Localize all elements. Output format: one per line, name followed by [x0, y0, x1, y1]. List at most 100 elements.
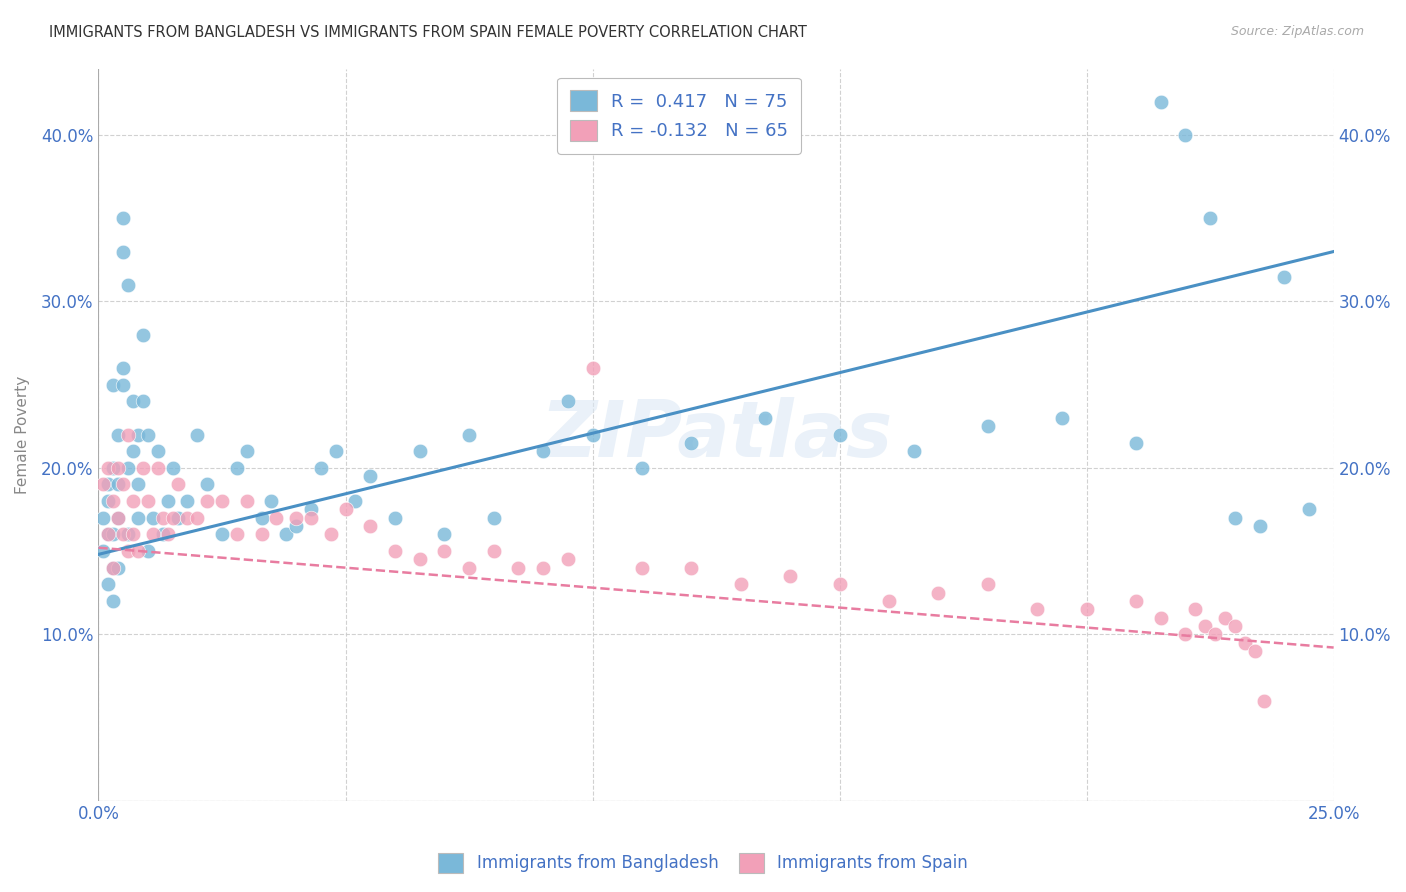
Point	[162, 460, 184, 475]
Point	[1026, 602, 1049, 616]
Point	[250, 510, 273, 524]
Point	[285, 519, 308, 533]
Point	[195, 494, 218, 508]
Point	[276, 527, 298, 541]
Point	[97, 527, 120, 541]
Point	[152, 527, 174, 541]
Point	[1272, 269, 1295, 284]
Point	[97, 577, 120, 591]
Point	[508, 560, 530, 574]
Point	[156, 527, 179, 541]
Point	[142, 527, 165, 541]
Point	[146, 460, 169, 475]
Point	[97, 477, 120, 491]
Point	[225, 527, 247, 541]
Point	[103, 460, 125, 475]
Point	[260, 494, 283, 508]
Point	[458, 560, 481, 574]
Point	[557, 394, 579, 409]
Point	[132, 327, 155, 342]
Point	[235, 444, 257, 458]
Point	[127, 427, 149, 442]
Point	[211, 527, 233, 541]
Point	[1253, 694, 1275, 708]
Point	[103, 377, 125, 392]
Point	[97, 460, 120, 475]
Point	[176, 510, 198, 524]
Point	[112, 244, 135, 259]
Point	[195, 477, 218, 491]
Point	[1125, 436, 1147, 450]
Point	[112, 211, 135, 226]
Point	[107, 427, 129, 442]
Point	[1050, 411, 1073, 425]
Point	[103, 494, 125, 508]
Point	[117, 427, 139, 442]
Point	[152, 510, 174, 524]
Point	[631, 560, 654, 574]
Point	[107, 460, 129, 475]
Point	[359, 469, 381, 483]
Point	[107, 510, 129, 524]
Point	[631, 460, 654, 475]
Point	[93, 477, 115, 491]
Point	[166, 477, 188, 491]
Legend: R =  0.417   N = 75, R = -0.132   N = 65: R = 0.417 N = 75, R = -0.132 N = 65	[557, 78, 801, 153]
Point	[136, 494, 159, 508]
Point	[127, 510, 149, 524]
Point	[235, 494, 257, 508]
Point	[482, 544, 505, 558]
Point	[1204, 627, 1226, 641]
Point	[103, 594, 125, 608]
Point	[127, 477, 149, 491]
Point	[681, 560, 703, 574]
Point	[107, 510, 129, 524]
Point	[1174, 128, 1197, 142]
Point	[112, 527, 135, 541]
Point	[132, 394, 155, 409]
Point	[156, 494, 179, 508]
Point	[433, 527, 456, 541]
Point	[681, 436, 703, 450]
Point	[225, 460, 247, 475]
Point	[1298, 502, 1320, 516]
Point	[97, 494, 120, 508]
Point	[977, 577, 1000, 591]
Point	[132, 460, 155, 475]
Point	[1243, 644, 1265, 658]
Point	[299, 502, 322, 516]
Point	[122, 494, 145, 508]
Point	[1125, 594, 1147, 608]
Point	[408, 552, 430, 566]
Point	[266, 510, 288, 524]
Point	[730, 577, 752, 591]
Point	[458, 427, 481, 442]
Point	[531, 560, 554, 574]
Point	[1174, 627, 1197, 641]
Point	[162, 510, 184, 524]
Point	[107, 560, 129, 574]
Point	[384, 510, 406, 524]
Point	[482, 510, 505, 524]
Point	[1150, 95, 1173, 109]
Point	[1223, 619, 1246, 633]
Point	[117, 544, 139, 558]
Point	[754, 411, 776, 425]
Point	[319, 527, 342, 541]
Point	[433, 544, 456, 558]
Point	[112, 477, 135, 491]
Text: ZIPatlas: ZIPatlas	[540, 397, 893, 473]
Point	[103, 560, 125, 574]
Text: Source: ZipAtlas.com: Source: ZipAtlas.com	[1230, 25, 1364, 38]
Y-axis label: Female Poverty: Female Poverty	[15, 376, 30, 493]
Point	[186, 427, 208, 442]
Point	[1184, 602, 1206, 616]
Point	[1076, 602, 1098, 616]
Point	[877, 594, 900, 608]
Point	[927, 585, 949, 599]
Point	[309, 460, 332, 475]
Text: IMMIGRANTS FROM BANGLADESH VS IMMIGRANTS FROM SPAIN FEMALE POVERTY CORRELATION C: IMMIGRANTS FROM BANGLADESH VS IMMIGRANTS…	[49, 25, 807, 40]
Point	[408, 444, 430, 458]
Point	[93, 544, 115, 558]
Point	[1150, 610, 1173, 624]
